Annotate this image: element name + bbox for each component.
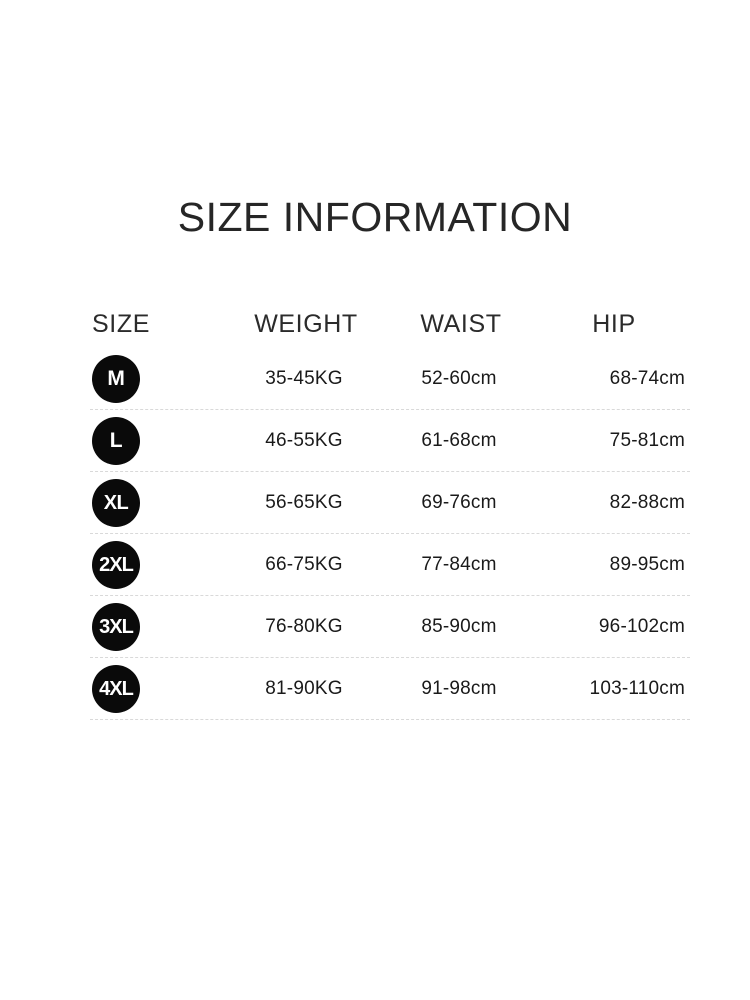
- cell-size: 2XL: [90, 540, 226, 589]
- size-badge: L: [92, 416, 140, 465]
- cell-size: M: [90, 354, 226, 403]
- page-title: SIZE INFORMATION: [177, 194, 573, 240]
- cell-hip: 75-81cm: [609, 429, 685, 451]
- column-header-hip: HIP: [592, 309, 636, 338]
- size-badge: XL: [92, 478, 140, 527]
- cell-weight: 76-80KG: [265, 615, 343, 637]
- table-body: M 35-45KG 52-60cm 68-74cm L 46-55KG 61-68cm 75-…: [90, 348, 690, 720]
- table-row: 2XL 66-75KG 77-84cm 89-95cm: [90, 534, 690, 596]
- column-header-waist: WAIST: [420, 309, 502, 338]
- cell-size: 4XL: [90, 664, 226, 713]
- cell-weight: 46-55KG: [265, 429, 343, 451]
- cell-waist: 61-68cm: [421, 429, 497, 451]
- table-row: XL 56-65KG 69-76cm 82-88cm: [90, 472, 690, 534]
- cell-hip: 89-95cm: [609, 553, 685, 575]
- size-badge: 2XL: [92, 540, 140, 589]
- cell-size: 3XL: [90, 602, 226, 651]
- cell-hip: 96-102cm: [598, 615, 685, 637]
- column-header-weight: WEIGHT: [254, 309, 358, 338]
- cell-size: XL: [90, 478, 226, 527]
- cell-weight: 35-45KG: [265, 367, 343, 389]
- table-row: 3XL 76-80KG 85-90cm 96-102cm: [90, 596, 690, 658]
- cell-waist: 52-60cm: [421, 367, 497, 389]
- cell-hip: 82-88cm: [609, 491, 685, 513]
- size-table: SIZE WEIGHT WAIST HIP M 35-45KG 52-60cm 68-…: [90, 300, 690, 720]
- cell-hip: 68-74cm: [609, 367, 685, 389]
- size-badge: M: [92, 354, 140, 403]
- size-badge: 3XL: [92, 602, 140, 651]
- cell-weight: 81-90KG: [265, 677, 343, 699]
- size-badge: 4XL: [92, 664, 140, 713]
- table-row: L 46-55KG 61-68cm 75-81cm: [90, 410, 690, 472]
- cell-weight: 56-65KG: [265, 491, 343, 513]
- cell-waist: 91-98cm: [421, 677, 497, 699]
- cell-weight: 66-75KG: [265, 553, 343, 575]
- cell-size: L: [90, 416, 226, 465]
- cell-hip: 103-110cm: [589, 677, 685, 699]
- column-header-size: SIZE: [92, 309, 150, 338]
- cell-waist: 69-76cm: [421, 491, 497, 513]
- cell-waist: 77-84cm: [421, 553, 497, 575]
- table-row: 4XL 81-90KG 91-98cm 103-110cm: [90, 658, 690, 720]
- table-row: M 35-45KG 52-60cm 68-74cm: [90, 348, 690, 410]
- cell-waist: 85-90cm: [421, 615, 497, 637]
- table-header-row: SIZE WEIGHT WAIST HIP: [90, 300, 690, 348]
